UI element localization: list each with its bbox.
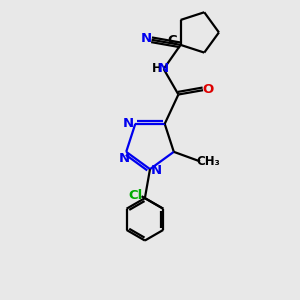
Text: H: H xyxy=(152,62,161,75)
Text: N: N xyxy=(141,32,152,45)
Text: C: C xyxy=(167,34,176,47)
Text: N: N xyxy=(119,152,130,165)
Text: N: N xyxy=(123,117,134,130)
Text: N: N xyxy=(151,164,162,177)
Text: CH₃: CH₃ xyxy=(196,155,220,168)
Text: N: N xyxy=(158,62,169,75)
Text: O: O xyxy=(203,83,214,96)
Text: Cl: Cl xyxy=(128,188,142,202)
